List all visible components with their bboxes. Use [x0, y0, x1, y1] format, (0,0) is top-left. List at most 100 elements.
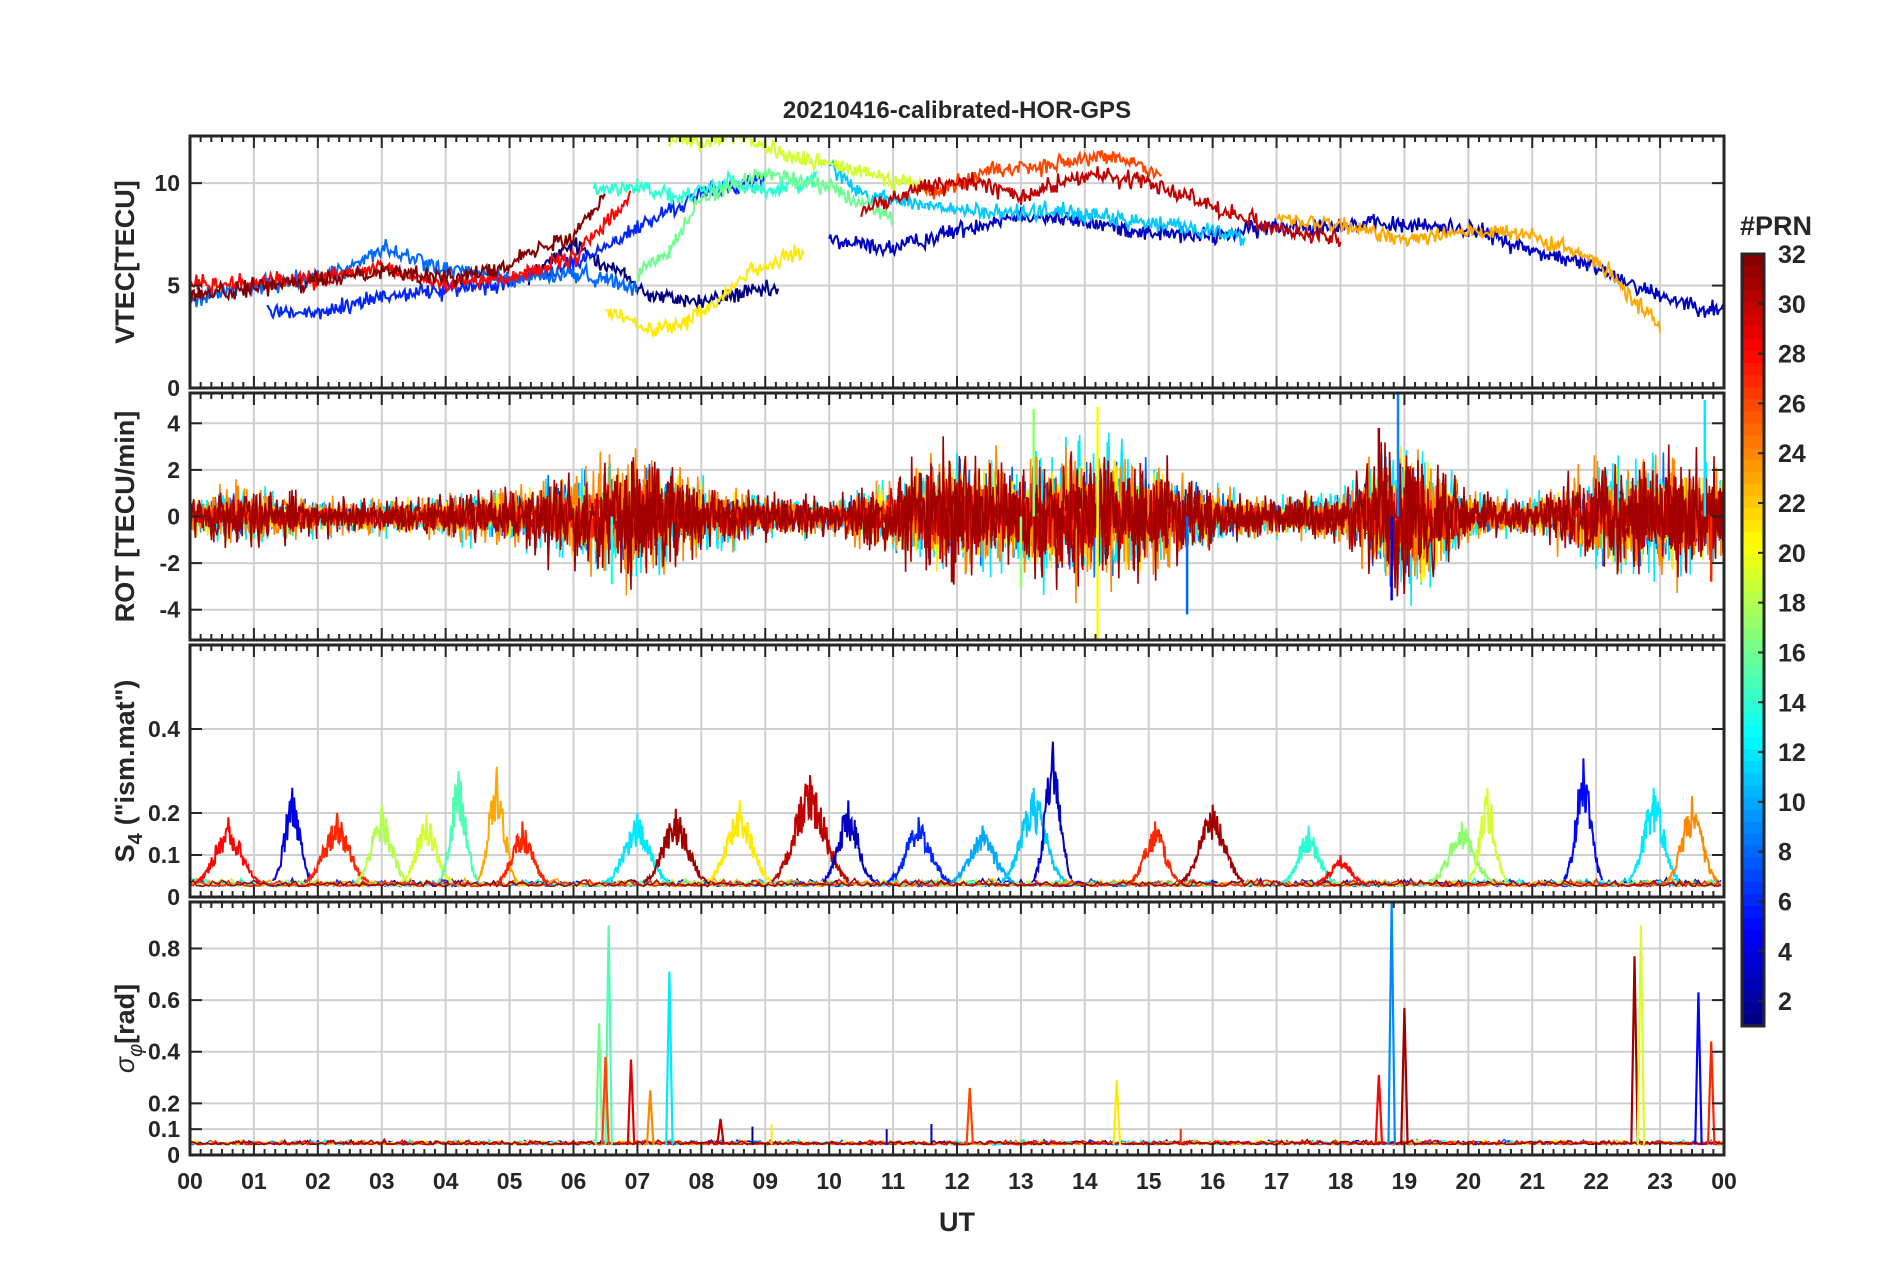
s4-burst-prn-21: [707, 800, 773, 883]
x-tick-label: 20: [1456, 1168, 1482, 1194]
grid: [190, 136, 1724, 388]
colorbar-swatch: [1742, 857, 1764, 870]
y-tick-label: -2: [160, 550, 180, 576]
s4-burst-prn-27: [495, 821, 549, 884]
x-tick-label: 15: [1136, 1168, 1162, 1194]
grid: [190, 902, 1724, 1155]
y-tick-label: -4: [160, 597, 181, 623]
colorbar-swatch: [1742, 483, 1764, 496]
vtec-series-prn-16: [636, 166, 894, 282]
s4-burst-prn-12: [1627, 787, 1680, 883]
sigma-spike-prn-12: [665, 971, 674, 1145]
colorbar-swatch: [1742, 833, 1764, 846]
colorbar-frame: [1740, 252, 1766, 1028]
colorbar-swatch: [1742, 941, 1764, 955]
y-tick-label: 0.1: [148, 1116, 180, 1142]
colorbar-swatch: [1742, 929, 1764, 943]
x-tick-label: 19: [1392, 1168, 1418, 1194]
colorbar-swatch: [1742, 1013, 1764, 1027]
y-axis-label-sigma-rest: [rad]: [110, 984, 140, 1044]
colorbar-swatch: [1742, 459, 1764, 472]
sigma-spike-prn-26: [601, 1056, 610, 1145]
sigma-spike-prn-21: [1112, 1080, 1122, 1145]
vtec-series-prn-26: [924, 149, 1162, 200]
colorbar-swatch: [1742, 591, 1764, 605]
y-tick-label: 4: [167, 410, 180, 436]
colorbar-tick-label: 4: [1778, 938, 1792, 966]
colorbar-swatch: [1742, 881, 1764, 894]
colorbar-title: #PRN: [1740, 211, 1812, 241]
s4-burst-prn-17: [1429, 821, 1495, 884]
colorbar-tick-label: 28: [1778, 341, 1806, 369]
colorbar-swatch: [1742, 640, 1764, 653]
x-tick-marks: [189, 902, 1725, 1155]
colorbar-swatch: [1742, 664, 1764, 677]
colorbar-swatch: [1742, 507, 1764, 520]
x-tick-label: 17: [1264, 1168, 1290, 1194]
colorbar-tick-label: 20: [1778, 540, 1806, 568]
colorbar-swatch: [1742, 712, 1764, 726]
y-tick-label: 0: [167, 1142, 180, 1168]
colorbar-swatch: [1742, 422, 1764, 436]
y-tick-label: 0.6: [148, 987, 180, 1013]
sigma-spike-prn-31: [1630, 956, 1639, 1145]
vtec-series-prn-1: [527, 237, 779, 312]
colorbar-swatch: [1742, 724, 1764, 738]
colorbar-tick-label: 10: [1778, 789, 1806, 817]
y-tick-label: 0.8: [148, 935, 180, 961]
x-tick-label: 05: [497, 1168, 523, 1194]
colorbar-swatch: [1742, 543, 1764, 557]
s4-burst-prn-12: [604, 812, 671, 884]
colorbar-swatch: [1742, 350, 1764, 364]
s4-burst-prn-27: [304, 812, 370, 884]
y-tick-label: 0: [167, 504, 180, 530]
s4-burst-prn-4: [272, 787, 312, 882]
sigma-spike-prn-9: [1387, 902, 1396, 1145]
s4-burst-prn-3: [1033, 741, 1073, 882]
colorbar-swatch: [1742, 531, 1764, 545]
y-tick-label: 0.4: [148, 716, 180, 742]
colorbar-swatch: [1742, 772, 1764, 786]
colorbar-swatch: [1742, 495, 1764, 508]
colorbar-swatch: [1742, 603, 1764, 617]
s4-burst-prn-30: [771, 775, 850, 885]
y-axis-label-s4-sub: 4: [125, 832, 147, 844]
y-tick-label: 2: [167, 457, 180, 483]
colorbar-swatch: [1742, 893, 1764, 906]
colorbar-swatch: [1742, 386, 1764, 400]
s4-burst-prn-11: [1001, 787, 1067, 883]
colorbar-tick-label: 24: [1778, 440, 1806, 468]
x-tick-label: 08: [689, 1168, 715, 1194]
colorbar-swatch: [1742, 567, 1764, 581]
x-tick-marks: [189, 136, 1725, 388]
x-tick-label: 22: [1583, 1168, 1609, 1194]
colorbar-swatch: [1742, 808, 1764, 822]
vtec-series-prn-11: [828, 158, 1246, 247]
colorbar-swatch: [1742, 615, 1764, 629]
x-tick-label: 04: [433, 1168, 459, 1194]
grid: [190, 645, 1724, 897]
x-tick-label: 10: [816, 1168, 842, 1194]
colorbar-swatch: [1742, 338, 1764, 352]
colorbar-swatch: [1742, 302, 1764, 315]
colorbar-swatch: [1742, 519, 1764, 533]
y-tick-label: 0.4: [148, 1039, 180, 1065]
colorbar-swatch: [1742, 447, 1764, 460]
colorbar-swatch: [1742, 254, 1764, 267]
chart-title: 20210416-calibrated-HOR-GPS: [783, 97, 1131, 124]
x-tick-label: 06: [561, 1168, 587, 1194]
colorbar-swatch: [1742, 820, 1764, 834]
colorbar-swatch: [1742, 989, 1764, 1003]
colorbar-swatch: [1742, 700, 1764, 713]
colorbar-swatch: [1742, 652, 1764, 665]
colorbar-tick-label: 12: [1778, 739, 1806, 767]
y-axis-label-sigma-sub: φ: [125, 1044, 147, 1057]
x-tick-label: 21: [1519, 1168, 1545, 1194]
x-axis-label: UT: [939, 1207, 975, 1237]
colorbar-swatch: [1742, 471, 1764, 484]
y-tick-label: 0.1: [148, 842, 180, 868]
x-tick-label: 00: [177, 1168, 203, 1194]
